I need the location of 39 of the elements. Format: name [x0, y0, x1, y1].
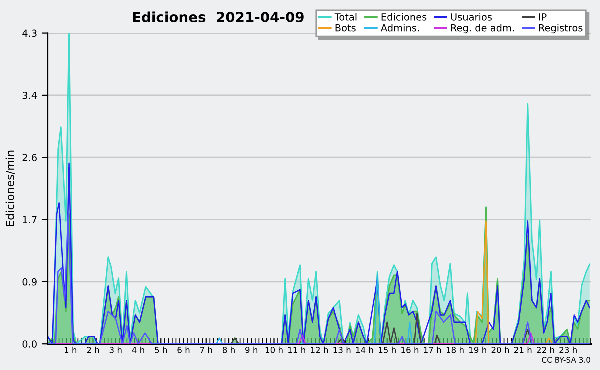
y-tick-label: 1.7 [23, 216, 37, 224]
x-tick-label: 4 h [132, 346, 144, 354]
legend-label: Reg. de adm. [451, 24, 514, 34]
x-tick-label: 7 h [200, 346, 212, 354]
x-tick-label: 21 h [514, 346, 532, 354]
x-tick-label: 8 h [222, 346, 235, 354]
x-tick-label: 20 h [492, 346, 510, 354]
x-tick-label: 6 h [178, 346, 190, 354]
x-tick-label: 5 h [155, 346, 168, 354]
x-tick-label: 11 h [288, 346, 306, 354]
legend-label: Usuarios [451, 13, 492, 21]
y-tick-label: 4.3 [22, 30, 37, 38]
legend-label: Registros [539, 24, 583, 34]
chart-title: Ediciones 2021-04-09 [133, 12, 304, 23]
y-axis-title: Ediciones/min [6, 150, 16, 226]
legend-label: Total [334, 13, 357, 21]
y-tick-label: 2.6 [22, 154, 37, 162]
y-tick-label: 0.0 [22, 340, 37, 348]
y-tick-label: 3.4 [22, 92, 38, 100]
x-tick-label: 2 h [87, 346, 100, 354]
x-tick-label: 17 h [424, 346, 442, 354]
x-tick-label: 23 h [560, 346, 577, 354]
x-tick-label: 15 h [379, 346, 396, 354]
x-tick-label: 9 h [246, 346, 258, 354]
legend-label: IP [539, 14, 547, 21]
x-tick-label: 18 h [446, 346, 464, 354]
x-tick-label: 12 h [311, 346, 328, 354]
x-tick-label: 1 h [64, 346, 77, 354]
legend-label: Bots [336, 24, 356, 32]
x-tick-label: 19 h [470, 346, 486, 354]
x-tick-label: 16 h [402, 346, 419, 354]
y-tick-label: 0.9 [22, 278, 37, 286]
legend-label: Admins. [380, 24, 419, 32]
legend-label: Ediciones [382, 13, 427, 21]
x-tick-label: 10 h [266, 346, 283, 354]
x-tick-label: 13 h [334, 346, 351, 354]
x-tick-label: 14 h [356, 346, 374, 354]
x-tick-label: 22 h [537, 346, 554, 354]
x-tick-label: 3 h [110, 346, 122, 354]
